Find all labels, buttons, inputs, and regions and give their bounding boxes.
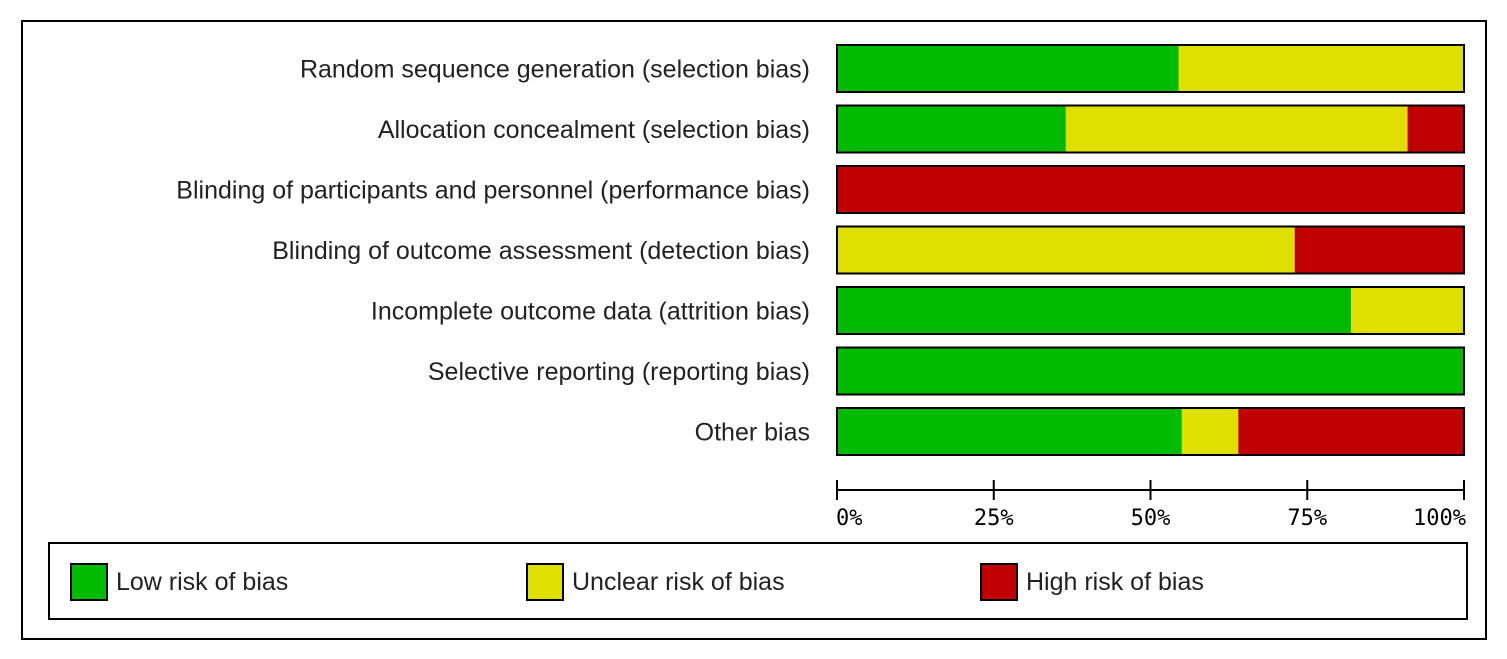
bar-segment bbox=[1407, 105, 1464, 153]
x-tick-label: 0% bbox=[836, 506, 863, 531]
risk-of-bias-chart: Random sequence generation (selection bi… bbox=[176, 44, 1466, 531]
bar-outline bbox=[836, 104, 1465, 154]
bar-segment bbox=[837, 347, 1464, 395]
bar-segment bbox=[1238, 408, 1464, 455]
category-label: Selective reporting (reporting bias) bbox=[428, 358, 810, 386]
bar-segment bbox=[1065, 105, 1408, 153]
x-tick-label: 25% bbox=[974, 506, 1014, 531]
x-tick-label: 100% bbox=[1413, 506, 1466, 531]
x-tick-label: 50% bbox=[1131, 506, 1171, 531]
bar-segment bbox=[837, 105, 1066, 153]
bar-segment bbox=[1294, 226, 1464, 274]
legend-item-high: High risk of bias bbox=[980, 560, 1204, 604]
legend-label-high: High risk of bias bbox=[1026, 567, 1204, 596]
x-tick-label: 75% bbox=[1287, 506, 1327, 531]
bar-segment bbox=[1181, 408, 1239, 455]
bar-segment bbox=[837, 166, 1464, 213]
legend-item-low: Low risk of bias bbox=[70, 560, 288, 604]
bar-outline bbox=[836, 407, 1465, 456]
category-label: Incomplete outcome data (attrition bias) bbox=[371, 298, 810, 326]
legend-swatch-unclear bbox=[526, 563, 564, 601]
category-label: Other bias bbox=[695, 419, 810, 447]
bar-outline bbox=[836, 286, 1465, 335]
category-label: Random sequence generation (selection bi… bbox=[300, 56, 810, 84]
x-axis: 0% 25% 50% 75% 100% bbox=[836, 480, 1466, 531]
category-label: Allocation concealment (selection bias) bbox=[378, 116, 810, 144]
legend-swatch-low bbox=[70, 563, 108, 601]
legend: Low risk of bias Unclear risk of bias Hi… bbox=[48, 542, 1468, 620]
bar-segment bbox=[1178, 45, 1464, 92]
legend-label-low: Low risk of bias bbox=[116, 567, 289, 596]
category-label: Blinding of participants and personnel (… bbox=[176, 177, 810, 205]
bar-outline bbox=[836, 165, 1465, 214]
legend-item-unclear: Unclear risk of bias bbox=[526, 560, 785, 604]
bar-segment bbox=[837, 408, 1182, 455]
bar-segment bbox=[837, 287, 1352, 334]
legend-label-unclear: Unclear risk of bias bbox=[572, 567, 785, 596]
legend-swatch-high bbox=[980, 563, 1018, 601]
category-labels: Random sequence generation (selection bi… bbox=[176, 56, 810, 447]
bar-segment bbox=[837, 226, 1295, 274]
category-label: Blinding of outcome assessment (detectio… bbox=[272, 237, 810, 265]
bars bbox=[836, 44, 1465, 456]
bar-segment bbox=[837, 45, 1179, 92]
bar-outline bbox=[836, 44, 1465, 93]
bar-outline bbox=[836, 346, 1465, 396]
bar-segment bbox=[1351, 287, 1464, 334]
bar-outline bbox=[836, 225, 1465, 275]
